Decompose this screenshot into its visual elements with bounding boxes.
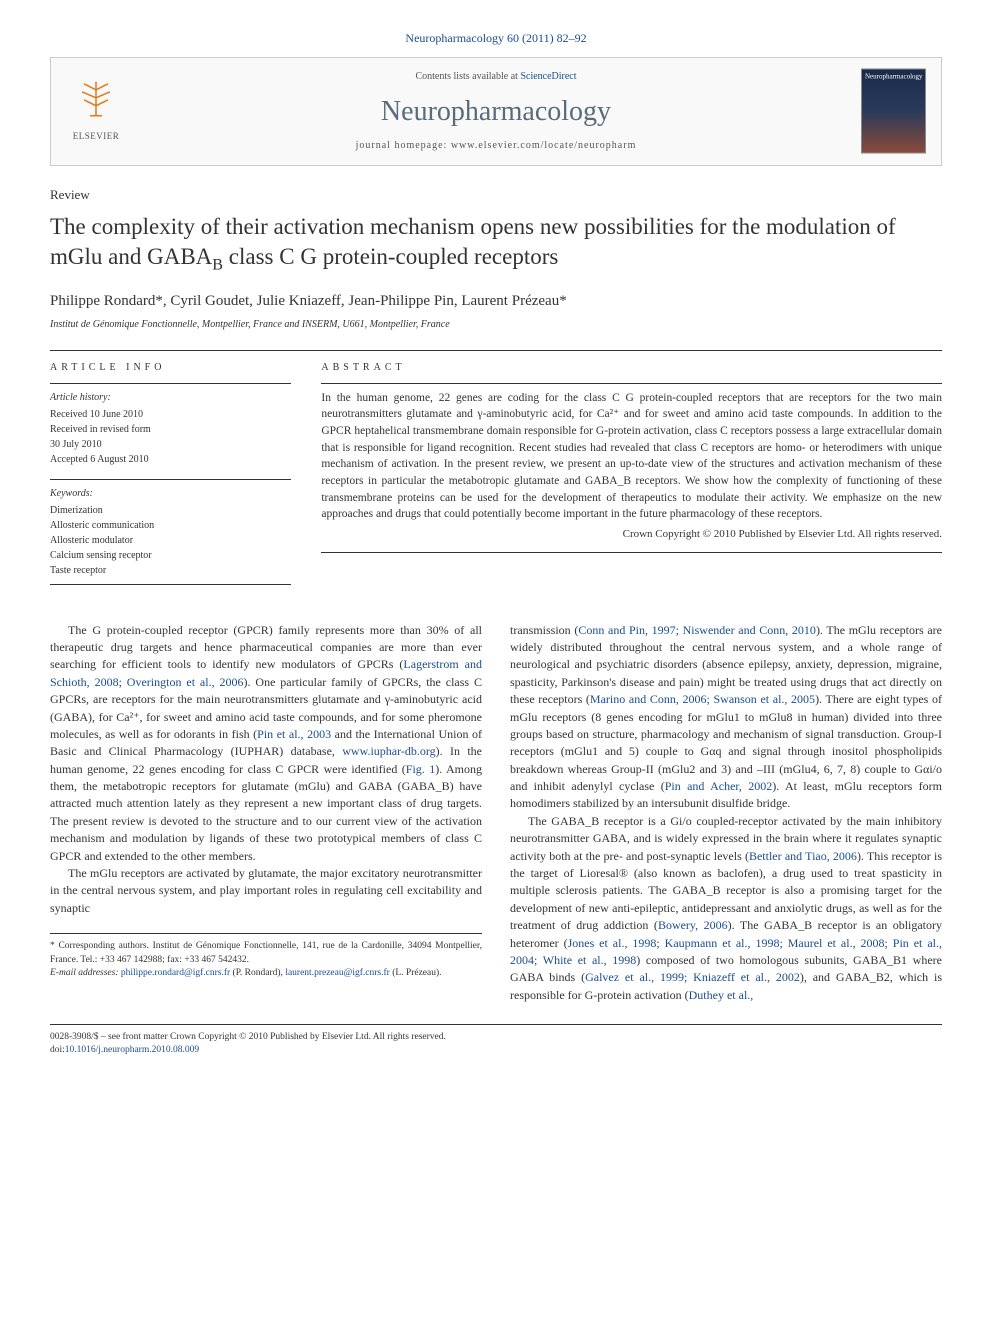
citation-link[interactable]: Bettler and Tiao, 2006 bbox=[749, 849, 857, 863]
history-line: 30 July 2010 bbox=[50, 437, 291, 452]
body-paragraph: transmission (Conn and Pin, 1997; Niswen… bbox=[510, 622, 942, 813]
email-link[interactable]: laurent.prezeau@igf.cnrs.fr bbox=[285, 968, 390, 978]
citation-line: Neuropharmacology 60 (2011) 82–92 bbox=[50, 30, 942, 47]
citation-link[interactable]: Conn and Pin, 1997; Niswender and Conn, … bbox=[578, 623, 816, 637]
history-label: Article history: bbox=[50, 390, 291, 405]
corresponding-footnote: * Corresponding authors. Institut de Gén… bbox=[50, 933, 482, 980]
citation-link[interactable]: Duthey et al., bbox=[689, 988, 754, 1002]
issn-line: 0028-3908/$ – see front matter Crown Cop… bbox=[50, 1031, 942, 1044]
title-subscript: B bbox=[212, 257, 223, 274]
body-text-span: ). There are eight types of mGlu recepto… bbox=[510, 692, 942, 793]
abstract-text: In the human genome, 22 genes are coding… bbox=[321, 390, 942, 523]
body-text-span: transmission ( bbox=[510, 623, 578, 637]
article-history-block: Article history: Received 10 June 2010 R… bbox=[50, 383, 291, 467]
body-text-span: ). Among them, the metabotropic receptor… bbox=[50, 762, 482, 863]
affiliation: Institut de Génomique Fonctionnelle, Mon… bbox=[50, 318, 942, 332]
keywords-label: Keywords: bbox=[50, 486, 291, 501]
sciencedirect-link[interactable]: ScienceDirect bbox=[520, 71, 576, 82]
divider-abstract-bottom bbox=[321, 552, 942, 553]
email-who: (P. Rondard), bbox=[230, 968, 285, 978]
abstract-heading: ABSTRACT bbox=[321, 361, 942, 375]
body-paragraph: The GABA_B receptor is a Gi/o coupled-re… bbox=[510, 813, 942, 1004]
abstract-column: ABSTRACT In the human genome, 22 genes a… bbox=[321, 361, 942, 597]
keywords-block: Keywords: Dimerization Allosteric commun… bbox=[50, 479, 291, 585]
keyword: Allosteric communication bbox=[50, 518, 291, 533]
citation-link[interactable]: Pin et al., 2003 bbox=[257, 727, 331, 741]
email-label: E-mail addresses: bbox=[50, 968, 121, 978]
body-paragraph: The mGlu receptors are activated by glut… bbox=[50, 865, 482, 917]
body-paragraph: The G protein-coupled receptor (GPCR) fa… bbox=[50, 622, 482, 865]
history-line: Received 10 June 2010 bbox=[50, 407, 291, 422]
citation-link[interactable]: Marino and Conn, 2006; Swanson et al., 2… bbox=[590, 692, 815, 706]
doi-line: doi:10.1016/j.neuropharm.2010.08.009 bbox=[50, 1044, 942, 1057]
keyword: Calcium sensing receptor bbox=[50, 548, 291, 563]
email-who: (L. Prézeau). bbox=[390, 968, 442, 978]
cover-title: Neuropharmacology bbox=[865, 73, 923, 81]
elsevier-logo: ELSEVIER bbox=[66, 80, 126, 142]
page-footer: 0028-3908/$ – see front matter Crown Cop… bbox=[50, 1024, 942, 1058]
citation-link[interactable]: Bowery, 2006 bbox=[658, 918, 728, 932]
article-info-column: ARTICLE INFO Article history: Received 1… bbox=[50, 361, 291, 597]
contents-available: Contents lists available at ScienceDirec… bbox=[153, 70, 839, 84]
info-abstract-row: ARTICLE INFO Article history: Received 1… bbox=[50, 361, 942, 597]
email-link[interactable]: philippe.rondard@igf.cnrs.fr bbox=[121, 968, 230, 978]
article-type: Review bbox=[50, 186, 942, 204]
journal-title: Neuropharmacology bbox=[153, 92, 839, 131]
email-line: E-mail addresses: philippe.rondard@igf.c… bbox=[50, 967, 482, 980]
journal-cover-thumb: Neuropharmacology bbox=[861, 69, 926, 154]
contents-prefix: Contents lists available at bbox=[415, 71, 520, 82]
journal-header-box: ELSEVIER Neuropharmacology Contents list… bbox=[50, 57, 942, 166]
doi-label: doi: bbox=[50, 1045, 65, 1055]
url-link[interactable]: www.iuphar-db.org bbox=[342, 744, 435, 758]
doi-link[interactable]: 10.1016/j.neuropharm.2010.08.009 bbox=[65, 1045, 199, 1055]
history-line: Received in revised form bbox=[50, 422, 291, 437]
title-text-2: class C G protein-coupled receptors bbox=[223, 244, 558, 269]
abstract-copyright: Crown Copyright © 2010 Published by Else… bbox=[321, 527, 942, 542]
citation-link[interactable]: Galvez et al., 1999; Kniazeff et al., 20… bbox=[585, 970, 800, 984]
citation-link[interactable]: Pin and Acher, 2002 bbox=[665, 779, 773, 793]
elsevier-label: ELSEVIER bbox=[66, 130, 126, 143]
keyword: Allosteric modulator bbox=[50, 533, 291, 548]
divider-top bbox=[50, 350, 942, 351]
homepage-url: www.elsevier.com/locate/neuropharm bbox=[451, 140, 637, 151]
article-info-heading: ARTICLE INFO bbox=[50, 361, 291, 375]
history-line: Accepted 6 August 2010 bbox=[50, 452, 291, 467]
author-list: Philippe Rondard*, Cyril Goudet, Julie K… bbox=[50, 291, 942, 312]
keyword: Dimerization bbox=[50, 503, 291, 518]
homepage-prefix: journal homepage: bbox=[356, 140, 451, 151]
elsevier-tree-icon bbox=[66, 80, 126, 130]
body-text: The G protein-coupled receptor (GPCR) fa… bbox=[50, 622, 942, 1005]
figure-link[interactable]: Fig. 1 bbox=[406, 762, 435, 776]
article-title: The complexity of their activation mecha… bbox=[50, 212, 942, 276]
keyword: Taste receptor bbox=[50, 563, 291, 578]
journal-homepage: journal homepage: www.elsevier.com/locat… bbox=[153, 139, 839, 153]
corr-address: * Corresponding authors. Institut de Gén… bbox=[50, 940, 482, 967]
